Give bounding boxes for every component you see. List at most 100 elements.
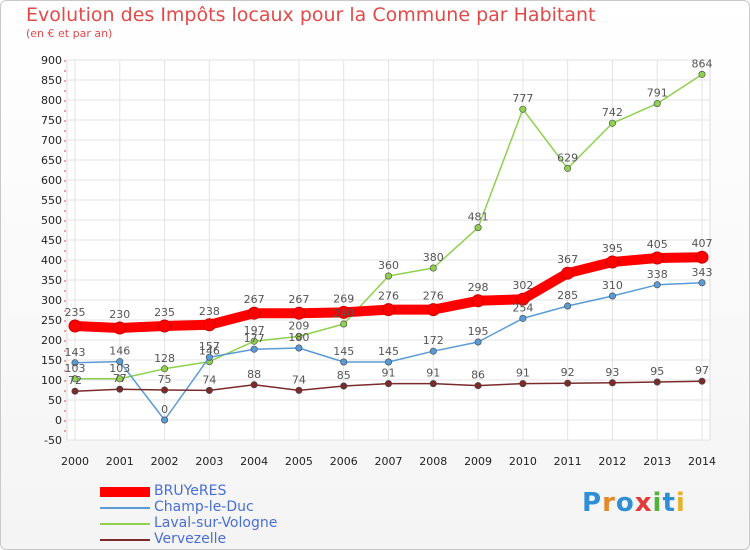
data-point — [650, 251, 664, 265]
data-label: 91 — [516, 367, 530, 380]
data-label: 77 — [113, 372, 127, 385]
data-point — [250, 381, 258, 389]
data-label: 338 — [647, 268, 668, 281]
data-point — [292, 306, 306, 320]
data-label: 367 — [557, 253, 578, 266]
data-label: 310 — [602, 279, 623, 292]
data-label: 777 — [512, 92, 533, 105]
data-label: 91 — [426, 367, 440, 380]
data-label: 407 — [692, 237, 713, 250]
legend-swatch-laval-sur-vologne — [100, 523, 150, 525]
data-label: 74 — [202, 373, 216, 386]
data-label: 103 — [109, 362, 130, 375]
data-point — [608, 292, 616, 300]
data-point — [295, 344, 303, 352]
data-point — [295, 386, 303, 394]
data-label: 74 — [292, 373, 306, 386]
data-point — [471, 294, 485, 308]
data-label: 864 — [692, 57, 713, 70]
data-label: 195 — [468, 325, 489, 338]
data-label: 91 — [382, 367, 396, 380]
legend-swatch-bruyeres — [100, 487, 150, 497]
data-label: 146 — [199, 345, 220, 358]
x-tick-label: 2008 — [419, 455, 447, 468]
data-point — [516, 292, 530, 306]
y-tick-label: 250 — [41, 314, 62, 327]
x-tick-label: 2010 — [509, 455, 537, 468]
y-tick-label: 150 — [41, 354, 62, 367]
data-point — [205, 386, 213, 394]
data-point — [653, 100, 661, 108]
data-point — [695, 250, 709, 264]
data-label: 95 — [650, 365, 664, 378]
data-point — [605, 255, 619, 269]
data-point — [161, 416, 169, 424]
data-label: 791 — [647, 87, 668, 100]
x-tick-label: 2006 — [330, 455, 358, 468]
data-label: 405 — [647, 238, 668, 251]
data-point — [247, 306, 261, 320]
data-label: 302 — [512, 279, 533, 292]
y-tick-label: 500 — [41, 214, 62, 227]
data-point — [340, 358, 348, 366]
data-label: 145 — [333, 345, 354, 358]
y-tick-label: 650 — [41, 154, 62, 167]
data-label: 103 — [65, 362, 86, 375]
y-tick-label: 50 — [48, 394, 62, 407]
data-label: 72 — [68, 374, 82, 387]
data-label: 269 — [333, 292, 354, 305]
logo-letter: x — [634, 488, 653, 518]
x-tick-label: 2000 — [61, 455, 89, 468]
data-label: 267 — [288, 293, 309, 306]
data-label: 128 — [154, 352, 175, 365]
y-axis: -50 0 50 100 150 200 250 300 350 400 450 500 550 600 6… — [41, 54, 66, 447]
grid-lines — [66, 59, 711, 441]
data-label: 157 — [199, 340, 220, 353]
data-point — [384, 272, 392, 280]
data-point — [340, 320, 348, 328]
proxiti-logo: Proxiti — [582, 488, 686, 518]
data-label: 92 — [561, 366, 575, 379]
data-label: 285 — [557, 289, 578, 302]
data-label: 298 — [468, 281, 489, 294]
data-point — [384, 358, 392, 366]
data-point — [653, 378, 661, 386]
data-label: 93 — [605, 366, 619, 379]
logo-letter: t — [662, 488, 676, 518]
y-tick-label: 750 — [41, 114, 62, 127]
data-point — [564, 164, 572, 172]
data-point — [202, 318, 216, 332]
data-point — [340, 382, 348, 390]
logo-letter: i — [675, 488, 686, 518]
y-tick-label: 350 — [41, 274, 62, 287]
data-label: 235 — [154, 306, 175, 319]
x-tick-label: 2009 — [464, 455, 492, 468]
data-point — [519, 105, 527, 113]
data-label: 481 — [468, 211, 489, 224]
x-tick-label: 2013 — [643, 455, 671, 468]
x-axis: 2000 2001 2002 2003 2004 2005 2006 2007 2008 2009… — [61, 455, 716, 468]
y-tick-label: 400 — [41, 254, 62, 267]
legend-swatch-vervezelle — [100, 539, 150, 541]
y-tick-label: -50 — [44, 434, 62, 447]
data-label: 145 — [378, 345, 399, 358]
data-point — [608, 119, 616, 127]
data-label: 267 — [244, 293, 265, 306]
data-point — [429, 347, 437, 355]
data-label: 177 — [244, 332, 265, 345]
data-label: 209 — [288, 319, 309, 332]
y-tick-label: 450 — [41, 234, 62, 247]
data-label: 88 — [247, 368, 261, 381]
data-point — [698, 279, 706, 287]
logo-letter: r — [602, 488, 616, 518]
data-point — [113, 321, 127, 335]
legend-label: BRUYeRES — [154, 483, 227, 499]
data-point — [71, 387, 79, 395]
y-tick-label: 0 — [55, 414, 62, 427]
data-point — [116, 375, 124, 383]
y-tick-label: 900 — [41, 54, 62, 67]
data-label: 97 — [695, 364, 709, 377]
logo-letter: i — [652, 488, 663, 518]
data-point — [295, 332, 303, 340]
data-point — [519, 314, 527, 322]
